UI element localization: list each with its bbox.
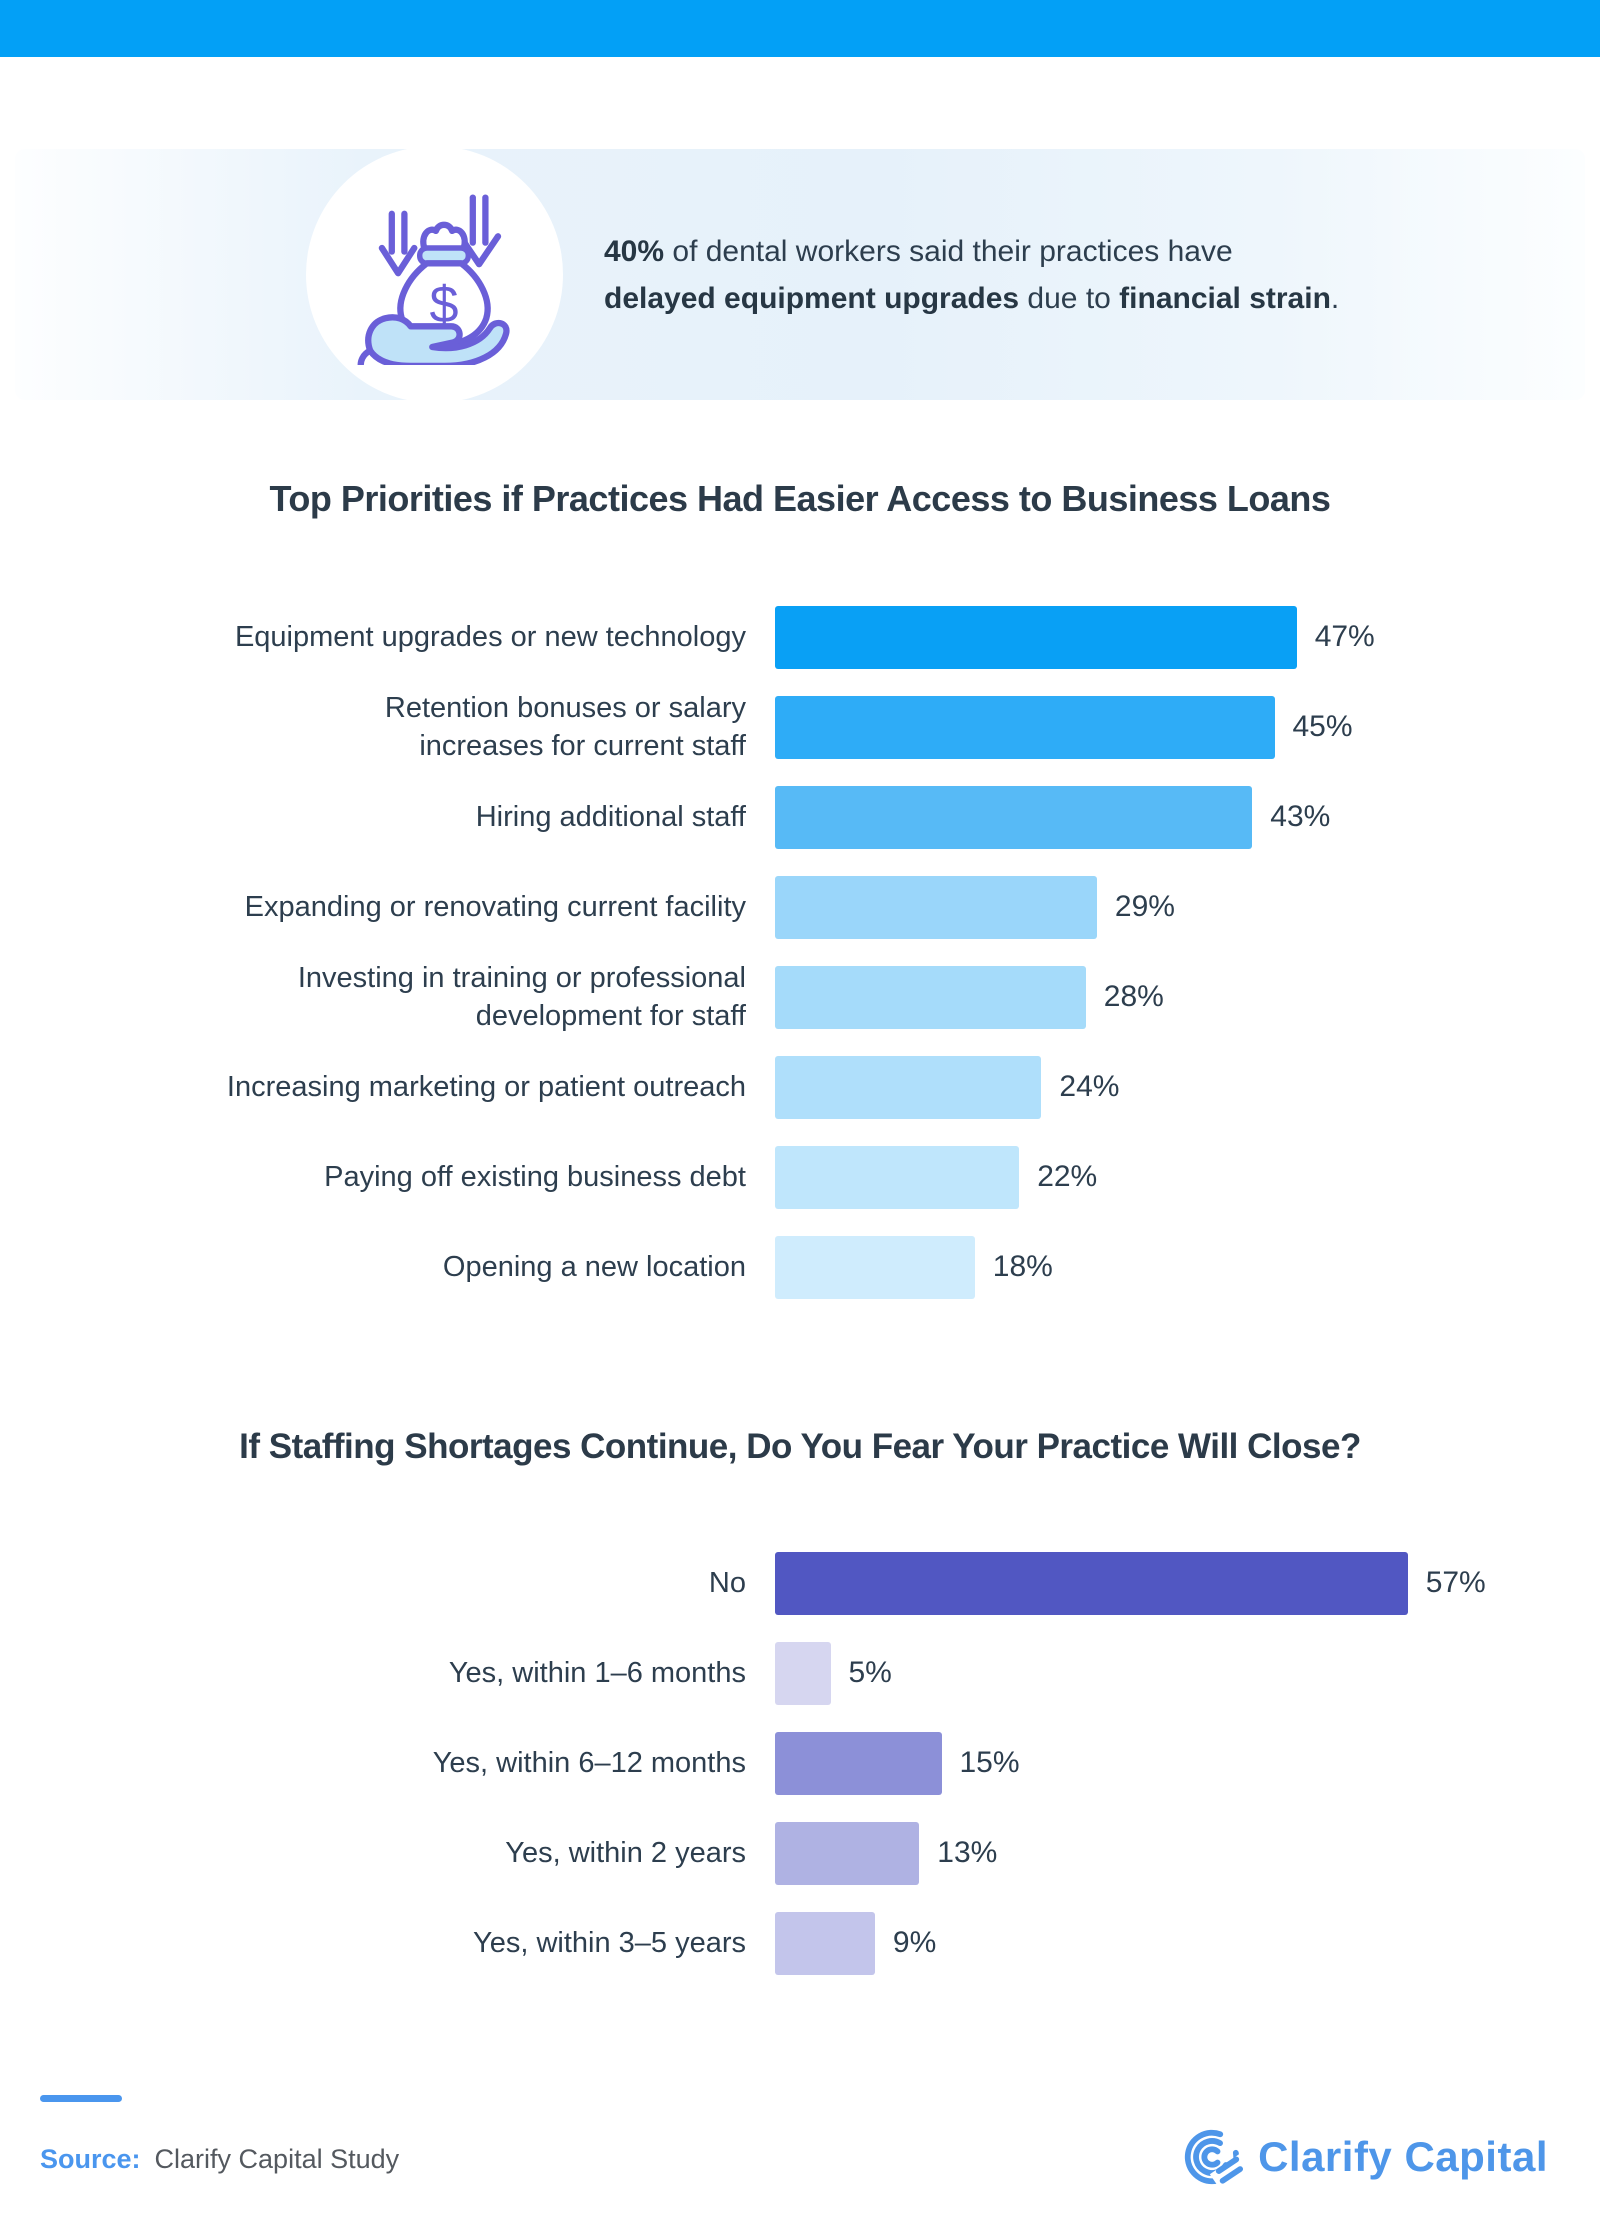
bar: [775, 1055, 1042, 1119]
stat-callout-text: 40% of dental workers said their practic…: [604, 149, 1484, 400]
bar-value-label: 18%: [992, 1250, 1053, 1283]
bar-category-label: Equipment upgrades or new technology: [234, 621, 746, 653]
source-line: Source: Clarify Capital Study: [40, 2144, 399, 2175]
clarify-capital-logo[interactable]: Clarify Capital: [1181, 2126, 1548, 2188]
bar: [775, 785, 1253, 849]
bar-value-label: 5%: [848, 1656, 892, 1689]
footer-divider: [40, 2095, 122, 2102]
clarify-capital-logo-text: Clarify Capital: [1258, 2133, 1548, 2180]
bar-row: Investing in training or professional dev…: [0, 952, 1600, 1042]
bar-category-label: No: [708, 1567, 746, 1599]
bar-category-label: Yes, within 1–6 months: [448, 1657, 746, 1689]
bar-value-label: 29%: [1114, 890, 1175, 923]
bar-value-label: 57%: [1425, 1566, 1486, 1599]
bar-category-label: Opening a new location: [442, 1251, 746, 1283]
bar-row: Equipment upgrades or new technology 47%: [0, 592, 1600, 682]
bar-row: Expanding or renovating current facility…: [0, 862, 1600, 952]
bar: [775, 1911, 875, 1975]
bar-value-label: 13%: [937, 1836, 998, 1869]
bar-row: Hiring additional staff 43%: [0, 772, 1600, 862]
bar-row: Increasing marketing or patient outreach…: [0, 1042, 1600, 1132]
bar-value-label: 9%: [892, 1926, 937, 1959]
bar-value-label: 28%: [1103, 980, 1164, 1013]
bar: [775, 1641, 831, 1705]
clarify-capital-logo-mark-icon: [1184, 2129, 1244, 2187]
bar-value-label: 22%: [1037, 1160, 1098, 1193]
source-text: Clarify Capital Study: [154, 2144, 400, 2174]
bar-category-label: Hiring additional staff: [475, 801, 746, 833]
bar-value-label: 45%: [1292, 710, 1353, 743]
chart2-bars: No 57% Yes, within 1–6 months 5% Yes, within…: [0, 1538, 1600, 1988]
money-bag-in-hand-with-down-arrows-icon: $: [357, 193, 510, 365]
icon-circle: $: [306, 146, 563, 403]
bar: [775, 965, 1086, 1029]
bar-row: No 57%: [0, 1538, 1600, 1628]
bar-value-label: 43%: [1270, 800, 1331, 833]
bar-row: Yes, within 2 years 13%: [0, 1808, 1600, 1898]
bar-category-label: Retention bonuses or salary increases for…: [384, 692, 746, 762]
chart1-bars: Equipment upgrades or new technology 47% R…: [0, 592, 1600, 1312]
chart2-title: If Staffing Shortages Continue, Do You F…: [239, 1427, 1361, 1466]
top-accent-bar: [0, 0, 1600, 57]
bar: [775, 605, 1297, 669]
chart1-title: Top Priorities if Practices Had Easier A…: [269, 478, 1331, 519]
bar: [775, 1551, 1408, 1615]
bar: [775, 1731, 942, 1795]
bar: [775, 875, 1097, 939]
bar: [775, 1235, 975, 1299]
bar-category-label: Yes, within 3–5 years: [473, 1927, 746, 1959]
bar: [775, 695, 1275, 759]
bar: [775, 1145, 1020, 1209]
bar-value-label: 24%: [1059, 1070, 1120, 1103]
bar-row: Yes, within 6–12 months 15%: [0, 1718, 1600, 1808]
bar-category-label: Yes, within 6–12 months: [432, 1747, 746, 1779]
bar: [775, 1821, 920, 1885]
bar-value-label: 47%: [1314, 620, 1375, 653]
bar-category-label: Increasing marketing or patient outreach: [226, 1071, 746, 1103]
bar-row: Yes, within 1–6 months 5%: [0, 1628, 1600, 1718]
bar-row: Retention bonuses or salary increases for…: [0, 682, 1600, 772]
bar-value-label: 15%: [959, 1746, 1020, 1779]
bar-category-label: Yes, within 2 years: [505, 1837, 746, 1869]
bar-category-label: Expanding or renovating current facility: [244, 891, 746, 923]
stat-callout-banner: $ 40% of dental workers said their pract…: [15, 146, 1585, 403]
stat-text: 40% of dental workers said their practic…: [604, 234, 1340, 315]
bar-row: Yes, within 3–5 years 9%: [0, 1898, 1600, 1988]
bar-category-label: Investing in training or professional dev…: [297, 962, 746, 1032]
bar-row: Paying off existing business debt 22%: [0, 1132, 1600, 1222]
source-label: Source:: [40, 2144, 141, 2174]
bar-category-label: Paying off existing business debt: [324, 1161, 746, 1193]
bar-row: Opening a new location 18%: [0, 1222, 1600, 1312]
